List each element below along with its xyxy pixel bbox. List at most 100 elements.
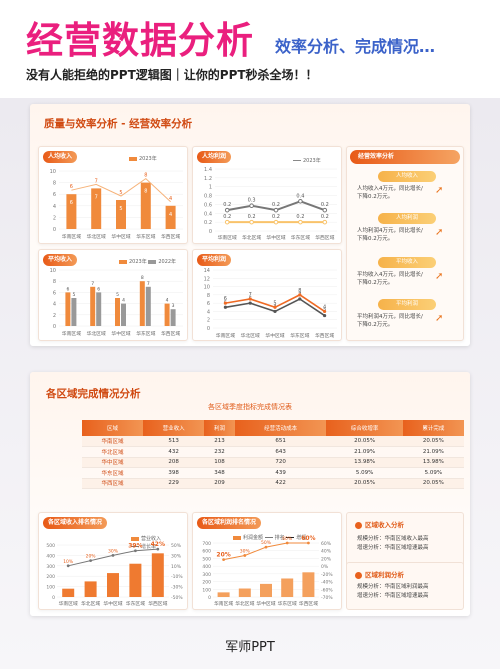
analysis-text: 规模分析：华南区域收入最高 增速分析：华南区域增速最高 xyxy=(357,536,429,551)
bar-a xyxy=(65,292,71,326)
point-label: 8 xyxy=(144,173,147,179)
tick-label: 300 xyxy=(202,572,211,578)
tick-label: -50% xyxy=(171,595,183,601)
point xyxy=(298,219,303,225)
completion-table: 区域 营业收入 利润 经营活动成本 综合收增率 累计完成 华南区域 513 213 651 20.… xyxy=(82,420,464,489)
chart-pill: 人均收入 xyxy=(43,151,78,163)
point-label: 30% xyxy=(108,548,119,554)
point-label: 4 xyxy=(169,196,172,202)
tick-label: 40% xyxy=(321,549,332,555)
point-label: 0.4 xyxy=(296,193,304,199)
category-label: 华东区域 xyxy=(136,233,155,240)
point-label: 20% xyxy=(86,554,97,560)
bar-b xyxy=(121,303,126,326)
page-subtitle: 效率分析、完成情况… xyxy=(275,37,436,56)
point-label: 0.2 xyxy=(296,214,304,220)
point-label: 0.2 xyxy=(321,214,329,220)
category-label: 华南区域 xyxy=(218,234,237,241)
tick-label: 600 xyxy=(202,549,211,555)
analysis-title: 区域收入分析 xyxy=(355,519,404,529)
legend: 2023年 xyxy=(293,157,321,164)
tick-label: 10 xyxy=(204,285,210,291)
tick-label: 0.2 xyxy=(204,220,212,226)
tick-label: 500 xyxy=(202,556,211,562)
point xyxy=(222,558,225,562)
slide-title: 质量与效率分析 - 经营效率分析 xyxy=(44,118,193,130)
point-label: 0.2 xyxy=(321,202,329,208)
bar-a xyxy=(164,303,170,326)
side-panel: 经营效率分析 人均收入 人均收入4万元，同比增长/下降0.2万元。 ➚ 人均利润人… xyxy=(346,146,464,341)
table-row: 华南区域 513 213 651 20.05% 20.05% xyxy=(82,436,464,447)
data-label: 6 xyxy=(70,200,73,206)
bar-b xyxy=(71,298,77,326)
category-label: 华东区域 xyxy=(278,600,297,607)
point xyxy=(223,301,227,305)
category-label: 华北区域 xyxy=(235,600,254,607)
tick-label: 1.4 xyxy=(204,167,212,173)
category-label: 华北区域 xyxy=(87,233,106,240)
tick-label: 0.4 xyxy=(204,211,212,217)
tick-label: 14 xyxy=(204,268,210,274)
point-label: 0.2 xyxy=(223,202,231,208)
category-label: 华西区域 xyxy=(299,600,318,607)
tick-label: 8 xyxy=(207,293,210,299)
tick-label: 200 xyxy=(46,574,55,580)
point xyxy=(249,203,254,209)
tick-label: -10% xyxy=(171,574,183,580)
bar-b xyxy=(96,292,102,326)
point xyxy=(89,559,92,562)
category-label: 华东区域 xyxy=(126,600,145,607)
point xyxy=(273,309,277,314)
data-label: 7 xyxy=(147,281,150,287)
tick-label: 50% xyxy=(171,543,182,549)
bar xyxy=(151,553,164,597)
bar-a xyxy=(90,286,96,326)
chart-pill: 平均利润 xyxy=(197,254,232,266)
category-label: 华东区域 xyxy=(291,234,310,241)
legend: 2023年 xyxy=(129,155,157,162)
point-label: 42% xyxy=(151,541,165,548)
bar xyxy=(165,205,176,229)
table-row: 华东区域 398 348 439 5.09% 5.09% xyxy=(82,467,464,479)
category-label: 华西区域 xyxy=(315,332,334,339)
category-label: 华中区域 xyxy=(111,233,130,240)
data-label: 7 xyxy=(95,194,98,200)
tick-label: 1 xyxy=(209,185,212,191)
bar xyxy=(140,182,151,229)
tick-label: 10 xyxy=(50,169,56,175)
tick-label: 2 xyxy=(53,313,56,319)
point-label: 10% xyxy=(63,559,74,565)
bar xyxy=(238,588,251,597)
table-header: 累计完成 xyxy=(402,420,464,436)
tick-label: 6 xyxy=(207,301,210,307)
chart-pill: 各区域利润排名情况 xyxy=(197,517,262,529)
tick-label: 2 xyxy=(53,215,56,221)
table-row: 华西区域 229 209 422 20.05% 20.05% xyxy=(82,478,464,489)
table-title: 各区域季度指标完成情况表 xyxy=(208,403,292,411)
point-label: 30% xyxy=(240,548,251,554)
data-label: 8 xyxy=(144,189,147,195)
data-label: 6 xyxy=(66,286,69,292)
point xyxy=(223,305,227,309)
data-label: 8 xyxy=(141,275,144,281)
analysis-box-profit: 区域利润分析 规模分析：华南区域利润最高 增速分析：华南区域增速最高 xyxy=(346,562,464,610)
point xyxy=(307,541,310,545)
analysis-text: 规模分析：华南区域利润最高 增速分析：华南区域增速最高 xyxy=(357,584,429,599)
category-label: 华中区域 xyxy=(103,600,122,607)
point xyxy=(298,293,302,297)
tick-label: 0 xyxy=(207,326,210,332)
tick-label: 0 xyxy=(53,324,56,330)
tick-label: 0% xyxy=(321,564,329,570)
bar xyxy=(91,188,102,229)
tick-label: 100 xyxy=(46,585,55,591)
point-label: 7 xyxy=(249,292,252,298)
point xyxy=(249,219,254,225)
bar-chart-income: 10 8 6 4 2 0 6 7 5 8 4 6 7 5 8 4 华南区域 华北区域 华中区域 华东区域 华西区域 xyxy=(50,169,183,240)
tick-label: -60% xyxy=(321,587,333,593)
tick-label: 0 xyxy=(209,229,212,235)
category-label: 华北区域 xyxy=(87,330,106,337)
tick-label: 12 xyxy=(204,276,210,282)
chart-pill: 人均利润 xyxy=(197,151,232,163)
bar-b xyxy=(145,286,151,326)
point xyxy=(273,305,277,309)
